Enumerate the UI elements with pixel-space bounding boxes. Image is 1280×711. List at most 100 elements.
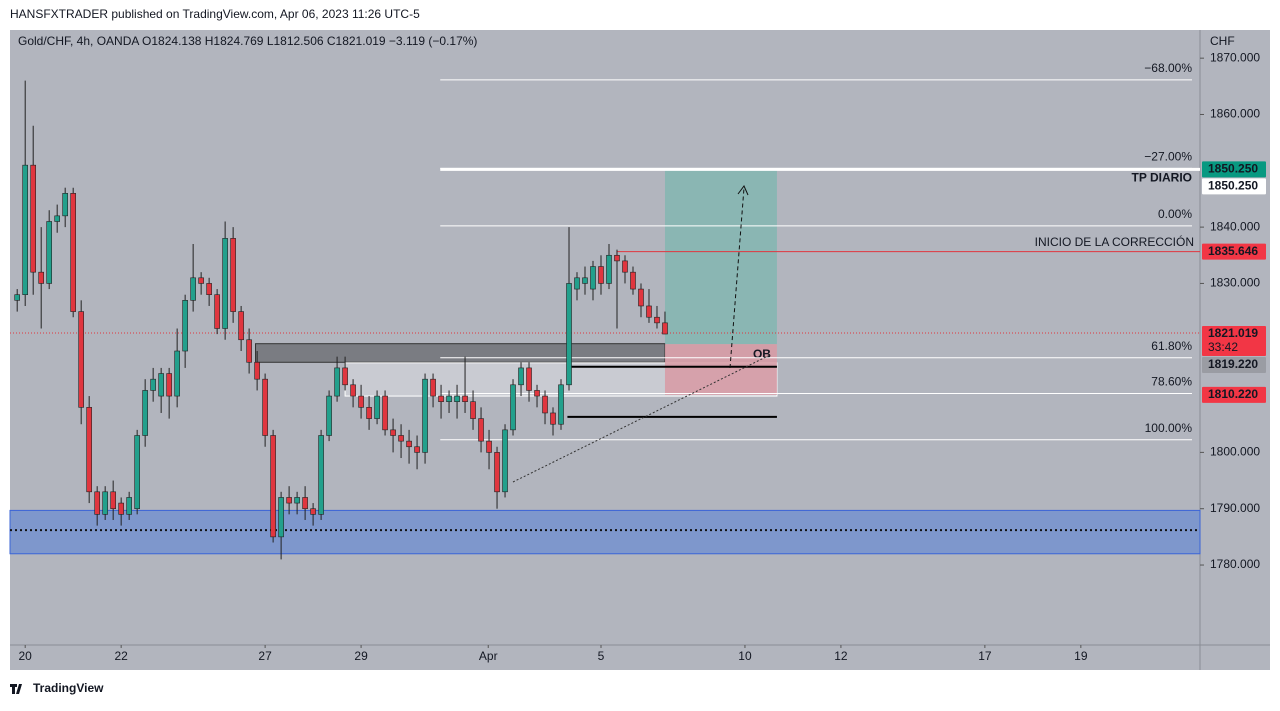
y-tick-label: 1870.000 [1210,50,1260,64]
candle-body [558,384,564,425]
candle-body [646,305,652,318]
candle-body [166,373,172,397]
candle-body [406,440,412,448]
arrow-head [737,185,749,196]
header: HANSFXTRADER published on TradingView.co… [10,7,420,21]
candle-body [182,300,188,352]
candle-body [502,429,508,493]
fib-label: 61.80% [1151,339,1192,353]
candle-body [342,367,348,386]
x-tick-label: 17 [978,649,992,663]
candle-body [286,497,292,504]
candle-body [350,384,356,397]
candle-body [310,508,316,515]
price-badge-label: 1835.646 [1208,244,1258,258]
candle-body [62,193,68,217]
candle-body [254,361,260,380]
x-tick-label: 12 [834,649,848,663]
y-tick-label: 1840.000 [1210,219,1260,233]
candle-body [158,373,164,397]
fib-label: −68.00% [1144,61,1192,75]
candle-body [86,407,92,493]
candle-body [542,395,548,414]
candle-body [198,277,204,284]
price-badge [1202,326,1266,357]
candle-body [78,311,84,408]
candle-body [174,350,180,397]
x-tick-label: Apr [479,649,498,663]
tp-label: TP DIARIO [1132,171,1192,185]
candle-body [430,378,436,397]
y-tick-label: 1860.000 [1210,107,1260,121]
footer: TradingView [33,681,104,695]
price-badge [1202,243,1266,260]
candle-body [150,378,156,391]
logo [10,684,22,694]
candle-body [358,395,364,408]
correction-label: INICIO DE LA CORRECCIÓN [1035,234,1194,249]
candle-body [110,491,116,510]
x-tick-label: 27 [258,649,272,663]
candle-body [214,294,220,329]
candle-body [518,367,524,386]
candle-body [582,277,588,284]
candle-body [118,502,124,515]
candle-body [38,271,44,284]
candle-body [398,435,404,442]
candle-body [46,221,52,284]
candle-body [302,497,308,510]
candle-body [318,435,324,515]
price-badge-label: 1821.019 [1208,326,1258,340]
candle-body [550,412,556,425]
price-badge [1202,386,1266,403]
candle-body [70,193,76,312]
candle-body [614,254,620,262]
candle-body [246,339,252,363]
price-badge [1202,161,1266,178]
stop-zone [664,344,777,395]
candle-body [390,429,396,436]
y-tick-label: 1780.000 [1210,557,1260,571]
candle-body [326,395,332,436]
candle-body [630,271,636,290]
candle-body [206,283,212,295]
x-tick-label: 22 [114,649,128,663]
legend: Gold/CHF, 4h, OANDA O1824.138 H1824.769 … [18,34,477,48]
countdown: 33:42 [1208,340,1238,354]
target-zone [664,169,777,345]
candle-body [262,378,268,436]
price-badge [1202,178,1266,195]
candle-body [598,266,604,284]
candle-body [606,254,612,284]
candle-body [126,497,132,515]
candle-body [142,390,148,436]
candle-body [54,215,60,222]
candle-body [134,435,140,510]
candle-body [30,164,36,273]
y-tick-label: 1830.000 [1210,276,1260,290]
candle-body [454,395,460,403]
candle-body [190,277,196,301]
price-badge [1202,357,1266,374]
fib-label: 78.60% [1151,375,1192,389]
candle-body [238,311,244,341]
candle-body [662,322,668,335]
candle-body [102,491,108,515]
candle-body [222,238,228,329]
currency: CHF [1210,34,1235,48]
candle-body [590,266,596,290]
candle-body [470,401,476,419]
candle-body [14,294,20,301]
candle-body [574,277,580,290]
candle-body [414,446,420,453]
candle-body [478,418,484,442]
candle-body [654,316,660,324]
candle-body [22,164,28,295]
candle-body [278,497,284,538]
candle-body [526,367,532,391]
fib-label: −27.00% [1144,150,1192,164]
ob-zone [255,343,666,363]
candle-body [230,238,236,312]
candle-body [462,395,468,403]
